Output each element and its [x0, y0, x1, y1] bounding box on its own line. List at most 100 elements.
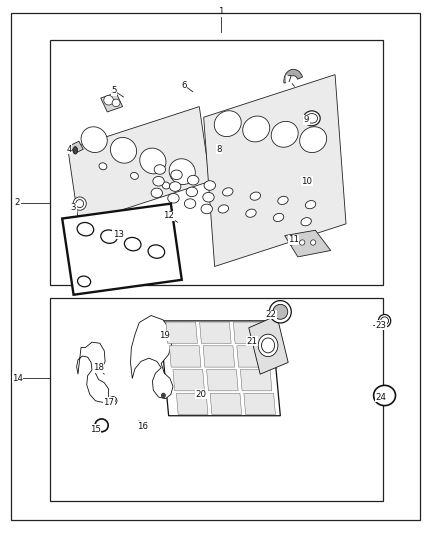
Polygon shape: [203, 346, 235, 367]
Ellipse shape: [112, 99, 120, 107]
Ellipse shape: [131, 172, 138, 180]
Text: 8: 8: [216, 145, 222, 154]
Polygon shape: [240, 369, 272, 391]
Text: 21: 21: [246, 337, 258, 345]
Ellipse shape: [162, 182, 170, 189]
Ellipse shape: [300, 240, 305, 245]
Ellipse shape: [289, 240, 294, 245]
Polygon shape: [207, 369, 238, 391]
Text: 4: 4: [67, 145, 72, 154]
Ellipse shape: [73, 147, 78, 154]
Ellipse shape: [306, 114, 318, 123]
Text: 6: 6: [181, 81, 187, 90]
Ellipse shape: [95, 419, 108, 432]
Polygon shape: [131, 316, 173, 399]
Ellipse shape: [201, 204, 212, 214]
Ellipse shape: [243, 116, 270, 142]
Ellipse shape: [81, 127, 107, 152]
Text: 12: 12: [163, 212, 174, 220]
Ellipse shape: [203, 192, 214, 202]
Ellipse shape: [101, 230, 117, 244]
Ellipse shape: [304, 111, 320, 126]
Ellipse shape: [273, 304, 288, 319]
Ellipse shape: [261, 338, 275, 353]
Text: 13: 13: [113, 230, 124, 239]
Text: 15: 15: [90, 425, 101, 433]
Text: 18: 18: [93, 364, 104, 372]
Ellipse shape: [73, 197, 86, 211]
Ellipse shape: [76, 199, 84, 207]
Ellipse shape: [273, 213, 284, 222]
Text: 10: 10: [301, 177, 312, 185]
Polygon shape: [210, 393, 242, 415]
Text: 22: 22: [265, 310, 276, 319]
Polygon shape: [237, 346, 268, 367]
Polygon shape: [70, 141, 83, 154]
Ellipse shape: [278, 196, 288, 205]
Polygon shape: [68, 107, 210, 224]
Ellipse shape: [305, 200, 316, 209]
Ellipse shape: [161, 393, 166, 398]
Ellipse shape: [187, 175, 199, 185]
Ellipse shape: [186, 187, 198, 197]
Ellipse shape: [110, 138, 137, 163]
Text: 16: 16: [137, 422, 148, 431]
Text: 14: 14: [12, 374, 23, 383]
Ellipse shape: [378, 314, 391, 327]
Ellipse shape: [124, 237, 141, 251]
Ellipse shape: [374, 385, 396, 406]
Polygon shape: [166, 322, 198, 343]
Bar: [50, 298, 383, 501]
Ellipse shape: [311, 240, 316, 245]
Text: 23: 23: [375, 321, 387, 329]
Ellipse shape: [214, 111, 241, 136]
Polygon shape: [173, 369, 205, 391]
Text: 19: 19: [159, 332, 170, 340]
Text: 3: 3: [71, 204, 76, 212]
Polygon shape: [204, 75, 346, 266]
Ellipse shape: [223, 188, 233, 196]
Ellipse shape: [154, 165, 166, 174]
Ellipse shape: [77, 222, 94, 236]
Ellipse shape: [137, 421, 141, 426]
Ellipse shape: [111, 399, 115, 403]
Text: 11: 11: [288, 236, 299, 244]
Polygon shape: [62, 204, 182, 295]
Wedge shape: [284, 69, 303, 83]
Text: 5: 5: [111, 86, 117, 95]
Text: 1: 1: [219, 7, 224, 16]
Polygon shape: [77, 342, 109, 402]
Ellipse shape: [250, 192, 261, 200]
Polygon shape: [244, 393, 276, 415]
Ellipse shape: [168, 193, 179, 203]
Ellipse shape: [169, 159, 195, 184]
Ellipse shape: [151, 188, 162, 198]
Bar: [50, 40, 383, 285]
Ellipse shape: [78, 276, 91, 287]
Ellipse shape: [140, 148, 166, 174]
Polygon shape: [249, 316, 288, 374]
Ellipse shape: [104, 95, 113, 105]
Text: 17: 17: [103, 398, 114, 407]
Text: 2: 2: [15, 198, 20, 207]
Polygon shape: [177, 393, 208, 415]
Ellipse shape: [300, 127, 327, 152]
Ellipse shape: [109, 397, 117, 405]
Ellipse shape: [170, 182, 181, 191]
Polygon shape: [233, 322, 265, 343]
Text: 9: 9: [304, 116, 309, 124]
Text: 20: 20: [195, 390, 206, 399]
Ellipse shape: [171, 170, 182, 180]
Ellipse shape: [184, 199, 196, 208]
Ellipse shape: [148, 245, 165, 259]
Ellipse shape: [153, 176, 164, 186]
Ellipse shape: [258, 334, 278, 357]
Polygon shape: [170, 346, 201, 367]
Ellipse shape: [204, 181, 215, 190]
Ellipse shape: [301, 217, 311, 226]
Text: 7: 7: [286, 76, 292, 84]
Ellipse shape: [269, 301, 291, 323]
Ellipse shape: [99, 163, 107, 170]
Ellipse shape: [271, 122, 298, 147]
Polygon shape: [101, 93, 123, 112]
